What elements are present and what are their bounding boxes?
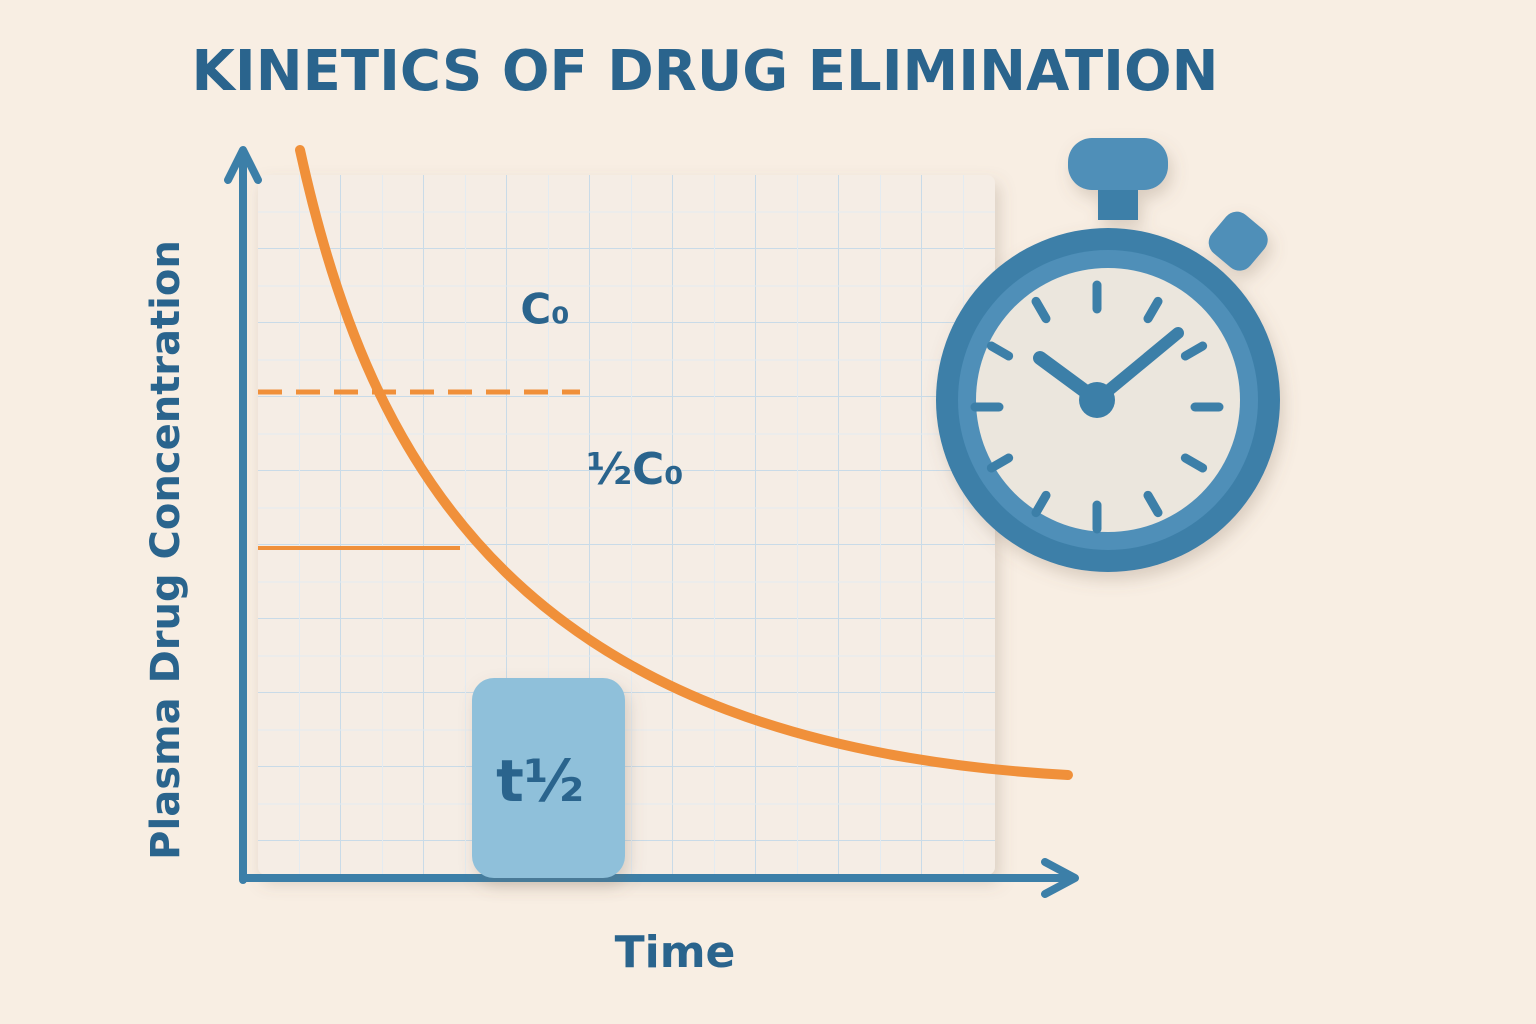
half-life-block: [472, 678, 625, 878]
dial-tick: [986, 341, 1014, 361]
dial-tick: [1180, 453, 1208, 473]
dial-tick: [1143, 490, 1163, 518]
c0-label: C₀: [520, 285, 569, 334]
grid-lines: [258, 175, 995, 875]
x-axis: [239, 858, 1079, 898]
dial-tick: [1180, 341, 1208, 361]
dial-ticks: [970, 280, 1224, 534]
elimination-curve: [295, 145, 1073, 780]
x-axis-label: Time: [615, 927, 736, 978]
dial-tick: [1031, 490, 1051, 518]
y-axis-label: Plasma Drug Concentration: [143, 240, 189, 860]
y-axis: [224, 146, 262, 884]
block: [472, 678, 625, 878]
dial-tick: [1143, 296, 1163, 324]
crown: [1068, 138, 1168, 190]
dial-tick: [1031, 296, 1051, 324]
title: KINETICS OF DRUG ELIMINATION: [192, 39, 1219, 104]
half-c0-label: ½C₀: [586, 444, 683, 495]
side-button: [1208, 211, 1268, 271]
half-life-label: t½: [496, 747, 584, 815]
dial-tick: [986, 453, 1014, 473]
hub: [1079, 382, 1115, 418]
